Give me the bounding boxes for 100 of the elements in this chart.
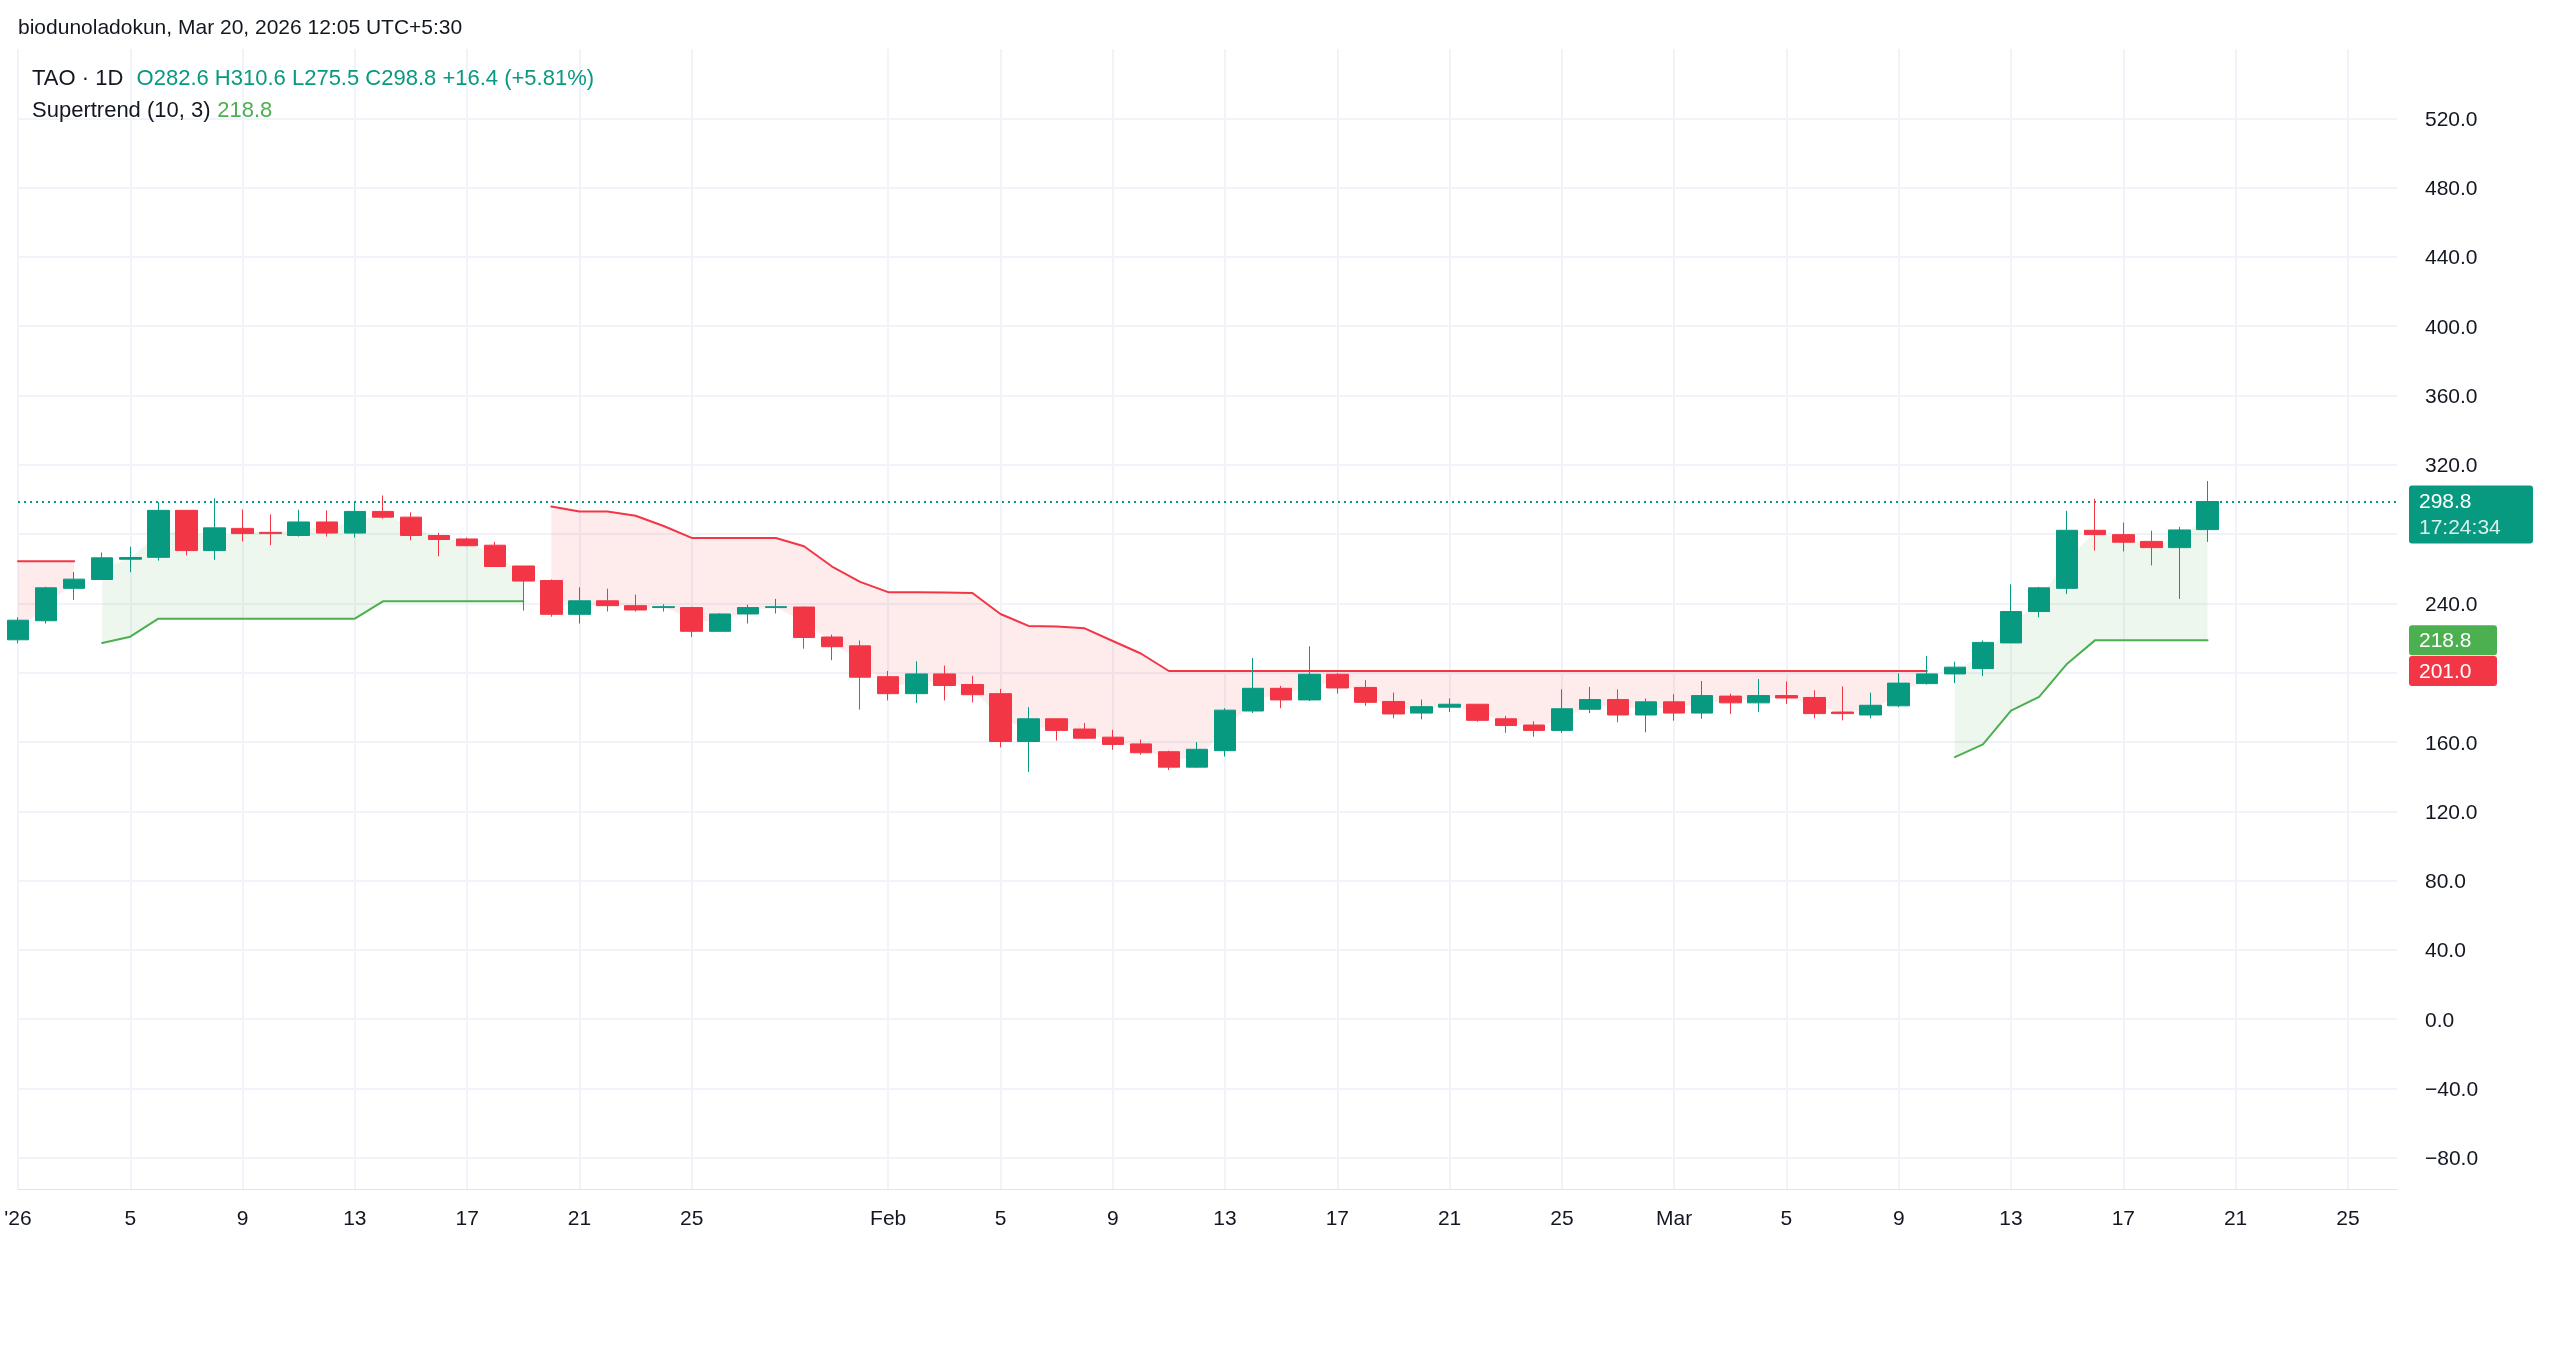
candlestick — [1438, 698, 1461, 713]
candlestick — [877, 670, 899, 701]
x-tick-label: 17 — [455, 1206, 479, 1229]
candlestick — [2028, 586, 2050, 618]
candlestick — [372, 494, 394, 520]
x-tick-label: '26 — [4, 1206, 32, 1229]
y-tick-label: 120.0 — [2425, 799, 2478, 823]
x-tick-label: 5 — [994, 1206, 1007, 1229]
candlestick — [1495, 715, 1517, 734]
candlestick — [765, 598, 787, 614]
candlestick — [1270, 685, 1292, 709]
candlestick — [1466, 703, 1489, 723]
candlestick — [2056, 510, 2078, 595]
candlestick — [2000, 583, 2022, 644]
candlestick — [624, 594, 647, 613]
candlestick — [1523, 720, 1545, 738]
candlestick — [1887, 672, 1910, 708]
x-tick-label: 5 — [1780, 1206, 1793, 1229]
y-tick-label: 80.0 — [2425, 869, 2466, 893]
candlestick — [287, 509, 310, 538]
y-tick-label: 240.0 — [2425, 591, 2478, 615]
candlestick — [961, 675, 984, 703]
candlestick — [1635, 698, 1657, 733]
text: TAO · 1D — [32, 64, 124, 90]
x-tick-label: 9 — [1892, 1206, 1905, 1229]
candlestick — [1859, 692, 1882, 719]
candlestick — [1410, 699, 1433, 720]
candlestick — [652, 603, 675, 613]
y-tick-label: 400.0 — [2425, 314, 2478, 338]
candlestick — [1298, 645, 1321, 702]
x-tick-label: 21 — [2223, 1206, 2248, 1229]
candlestick — [596, 588, 619, 613]
y-tick-label: −40.0 — [2425, 1077, 2479, 1101]
candlestick — [456, 537, 478, 547]
candlestick — [709, 612, 731, 633]
x-tick-label: 5 — [124, 1206, 137, 1229]
annotation: O282.6 H310.6 L275.5 C298.8 +16.4 (+5.81%) — [136, 64, 595, 90]
x-tick-label: 21 — [1437, 1206, 1462, 1229]
candlestick — [1382, 692, 1405, 719]
candlestick — [2084, 498, 2106, 552]
candlestick — [428, 532, 450, 557]
candlestick — [2168, 526, 2191, 600]
candlestick — [1130, 739, 1152, 756]
candlestick — [316, 509, 338, 538]
candlestick — [63, 571, 85, 601]
candlestick — [231, 509, 254, 542]
annotation: Supertrend (10, 3) — [32, 96, 211, 122]
x-tick-label: 13 — [1213, 1206, 1237, 1229]
candlestick — [540, 579, 563, 618]
candlestick — [1916, 655, 1938, 685]
candlestick — [821, 634, 843, 661]
candlestick — [1102, 729, 1124, 751]
candlestick — [680, 606, 703, 638]
candlestick — [484, 541, 506, 568]
x-tick-label: 21 — [567, 1206, 592, 1229]
text: 17:24:34 — [2419, 514, 2502, 538]
x-tick-label: 25 — [1550, 1206, 1574, 1229]
x-tick-label: 13 — [343, 1206, 367, 1229]
candlestick — [35, 586, 57, 624]
y-tick-label: 520.0 — [2425, 106, 2478, 130]
candlestick — [512, 565, 535, 612]
candlestick — [1691, 680, 1713, 720]
x-tick-label: Feb — [870, 1206, 907, 1229]
candlestick — [1158, 750, 1180, 771]
y-tick-label: 360.0 — [2425, 384, 2478, 407]
candlestick — [1775, 681, 1798, 705]
y-tick-label: 440.0 — [2425, 245, 2478, 269]
y-tick-label: 0.0 — [2425, 1007, 2455, 1031]
candlestick — [1579, 686, 1601, 714]
candlestick — [1972, 639, 1994, 677]
x-tick-label: 13 — [1999, 1206, 2023, 1229]
x-tick-label: 25 — [680, 1206, 704, 1229]
candlestick — [2140, 530, 2163, 566]
text: 201.0 — [2419, 658, 2472, 682]
candlestick — [1663, 693, 1685, 722]
candlestick — [1073, 722, 1096, 740]
x-tick-label: 25 — [2336, 1206, 2360, 1229]
candlestick — [119, 546, 142, 573]
candlestick — [175, 509, 198, 556]
y-tick-label: 160.0 — [2425, 730, 2478, 754]
candlestick — [1831, 685, 1854, 721]
candlestick — [1354, 679, 1377, 707]
candlestick — [905, 660, 928, 704]
x-tick-label: 9 — [236, 1206, 249, 1229]
candlestick — [793, 606, 815, 650]
x-tick-label: Mar — [1656, 1206, 1693, 1229]
y-tick-label: 480.0 — [2425, 176, 2478, 200]
candlestick — [2112, 522, 2135, 552]
candlestick — [1045, 718, 1068, 742]
candlestick — [1186, 741, 1208, 769]
text: 218.8 — [2419, 628, 2472, 652]
candlestick — [1607, 688, 1629, 723]
candlestick — [568, 586, 591, 624]
y-tick-label: −80.0 — [2425, 1146, 2479, 1170]
candlestick — [849, 639, 871, 711]
candlestick — [259, 513, 282, 546]
x-tick-label: 17 — [2111, 1206, 2135, 1229]
x-tick-label: 9 — [1106, 1206, 1119, 1229]
candlestick — [1551, 688, 1573, 734]
candlestick — [989, 688, 1012, 748]
